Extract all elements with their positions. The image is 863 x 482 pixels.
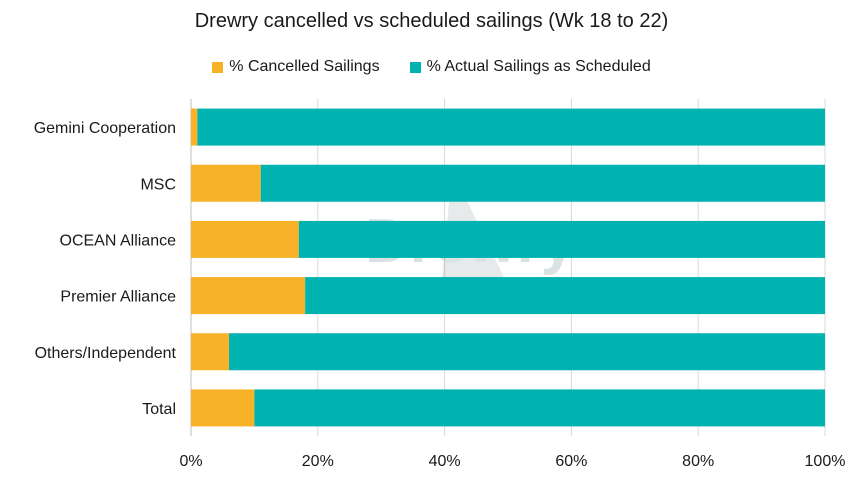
y-tick-label-0: Gemini Cooperation — [34, 120, 176, 137]
x-tick-label-0: 0% — [179, 453, 202, 470]
legend-label-scheduled: % Actual Sailings as Scheduled — [426, 58, 651, 75]
x-tick-label-5: 100% — [805, 453, 846, 470]
legend-swatch-cancelled — [212, 61, 224, 73]
y-tick-label-3: Premier Alliance — [60, 289, 176, 306]
bar-scheduled-2 — [298, 220, 825, 258]
bar-scheduled-3 — [305, 277, 825, 315]
bar-scheduled-1 — [260, 164, 825, 202]
bar-cancelled-3 — [191, 277, 306, 315]
y-tick-label-4: Others/Independent — [35, 345, 177, 362]
bar-cancelled-4 — [191, 333, 230, 371]
bar-scheduled-4 — [229, 333, 826, 371]
bar-scheduled-0 — [197, 108, 826, 146]
x-tick-label-2: 40% — [429, 453, 461, 470]
y-tick-label-2: OCEAN Alliance — [60, 232, 177, 249]
legend: % Cancelled Sailings % Actual Sailings a… — [0, 58, 863, 76]
chart-title: Drewry cancelled vs scheduled sailings (… — [194, 10, 669, 32]
bar-cancelled-2 — [191, 220, 299, 258]
bar-scheduled-5 — [254, 389, 825, 427]
bar-cancelled-1 — [191, 164, 261, 202]
gridlines — [190, 99, 826, 436]
legend-label-cancelled: % Cancelled Sailings — [229, 58, 380, 75]
bar-cancelled-5 — [191, 389, 255, 427]
x-tick-label-1: 20% — [302, 453, 334, 470]
y-tick-label-5: Total — [142, 401, 176, 418]
legend-item-scheduled: % Actual Sailings as Scheduled — [409, 58, 651, 76]
x-tick-label-4: 80% — [682, 453, 714, 470]
bar-cancelled-0 — [191, 108, 198, 146]
legend-swatch-scheduled — [409, 61, 421, 73]
y-axis-labels: Gemini Cooperation MSC OCEAN Alliance Premi… — [34, 120, 177, 418]
legend-item-cancelled: % Cancelled Sailings — [212, 58, 380, 76]
bars — [191, 108, 826, 427]
x-tick-label-3: 60% — [555, 453, 587, 470]
y-tick-label-1: MSC — [140, 176, 176, 193]
x-axis-labels: 0% 20% 40% 60% 80% 100% — [179, 453, 845, 470]
